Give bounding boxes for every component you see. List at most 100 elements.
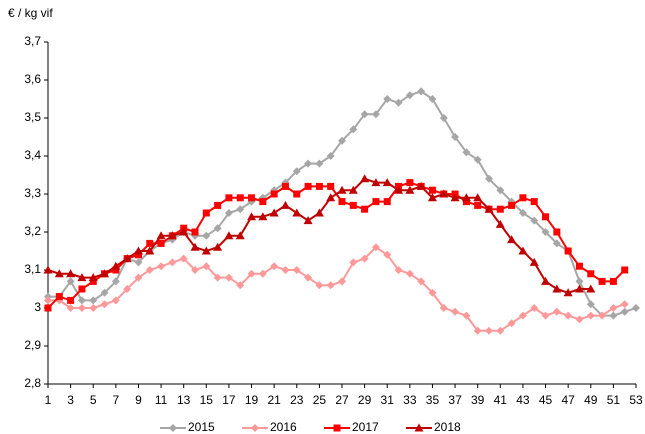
x-tick-label: 15 [200,393,214,407]
x-tick-label: 41 [494,393,508,407]
y-tick-label: 3,3 [24,186,41,200]
x-tick-label: 27 [335,393,349,407]
series-marker [78,285,86,293]
series-marker [361,205,369,213]
series-marker [67,296,75,304]
series-marker [77,304,86,312]
series-marker [349,201,357,209]
series-marker [518,246,528,255]
series-marker [190,242,200,251]
series-marker [450,193,460,202]
series-marker [77,273,87,282]
series-marker [100,300,109,309]
series-marker [632,304,640,312]
series-marker [66,269,76,278]
series-marker [224,231,234,240]
series-marker [428,186,436,194]
series-marker [292,208,302,217]
series-marker [383,95,392,103]
series-marker [439,189,449,198]
series-marker [146,239,154,247]
series-marker [202,231,211,240]
series-marker [338,198,346,206]
series-marker [587,270,595,278]
series-marker [326,152,335,160]
x-tick-label: 53 [629,393,643,407]
series-marker [236,281,245,290]
y-tick-label: 3,7 [24,34,41,48]
y-tick-label: 3,4 [24,148,41,162]
series-marker [485,174,493,183]
x-tick-label: 35 [426,393,440,407]
series-marker [89,296,98,305]
series-marker [315,182,323,190]
series-marker [575,262,583,270]
series-marker [337,185,347,194]
series-marker [157,239,165,247]
x-tick-label: 29 [358,393,372,407]
series-marker [304,273,313,282]
series-marker [213,224,222,233]
series-marker [428,95,437,103]
series-marker [586,300,595,309]
y-tick-label: 3,2 [24,224,41,238]
series-marker [428,288,437,297]
legend-marker [333,424,341,432]
series-marker [405,185,415,194]
series-marker [77,296,86,305]
series-marker [586,311,595,320]
series-marker [270,190,278,198]
series-marker [44,296,52,305]
series-marker [156,231,166,240]
series-marker [473,326,482,335]
series-marker [598,311,607,320]
legend-marker [251,424,259,432]
series-marker [417,277,426,286]
series-marker [54,269,64,278]
series-marker [258,212,268,221]
x-tick-label: 13 [177,393,191,407]
series-marker [100,269,110,278]
series-marker [280,200,290,209]
series-marker [348,185,358,194]
series-marker [609,311,618,320]
series-marker [43,265,53,274]
series-marker [620,300,629,309]
series-marker [394,266,403,274]
series-marker [304,159,313,168]
series-marker [201,246,211,255]
series-marker [416,181,426,190]
series-marker [574,284,584,293]
series-marker [338,136,346,145]
x-tick-label: 21 [267,393,281,407]
x-tick-label: 51 [607,393,621,407]
series-marker [394,185,404,194]
series-marker [427,193,437,202]
series-marker [134,251,142,259]
series-marker [213,273,222,282]
x-tick-label: 31 [381,393,395,407]
series-marker [609,277,617,285]
series-marker [507,319,516,328]
x-tick-label: 47 [561,393,575,407]
series-marker [553,228,561,236]
series-marker [417,87,426,96]
series-marker [451,133,460,141]
series-marker [123,285,132,293]
series-marker [247,269,256,278]
series-marker [564,311,573,320]
series-marker [485,326,493,335]
series-marker [89,304,98,312]
series-marker [111,296,120,305]
x-tick-label: 7 [113,393,120,407]
series-marker [542,213,550,221]
series-marker [236,205,245,214]
series-marker [474,201,482,209]
legend-marker [169,424,177,432]
series-marker [541,311,550,320]
series-marker [338,277,346,286]
series-marker [405,269,414,278]
series-marker [621,266,629,274]
x-tick-label: 49 [584,393,598,407]
series-marker [214,201,222,209]
